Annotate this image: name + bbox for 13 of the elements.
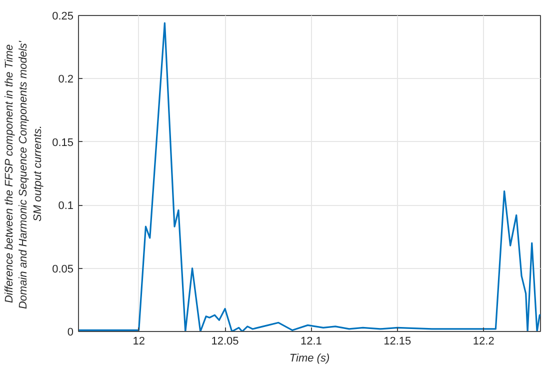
y-axis-title: Difference between the FFSP component in the Time Domain and Harmonic Sequence Components models' SM output currents. — [3, 40, 44, 310]
y-tick-label: 0.05 — [52, 263, 74, 276]
y-tick-label: 0.2 — [58, 74, 74, 86]
x-tick-label: 12 — [132, 336, 145, 348]
x-tick-label: 12.15 — [384, 336, 412, 348]
x-tick-label: 12.2 — [472, 336, 494, 348]
x-axis-title: Time (s) — [289, 352, 330, 364]
y-tick-label: 0.1 — [58, 200, 74, 212]
x-tick-label: 12.05 — [211, 336, 239, 348]
y-tick-label: 0 — [67, 326, 74, 338]
y-tick-label: 0.15 — [52, 136, 74, 149]
x-tick-label: 12.1 — [300, 336, 322, 348]
y-tick-label: 0.25 — [52, 10, 74, 22]
